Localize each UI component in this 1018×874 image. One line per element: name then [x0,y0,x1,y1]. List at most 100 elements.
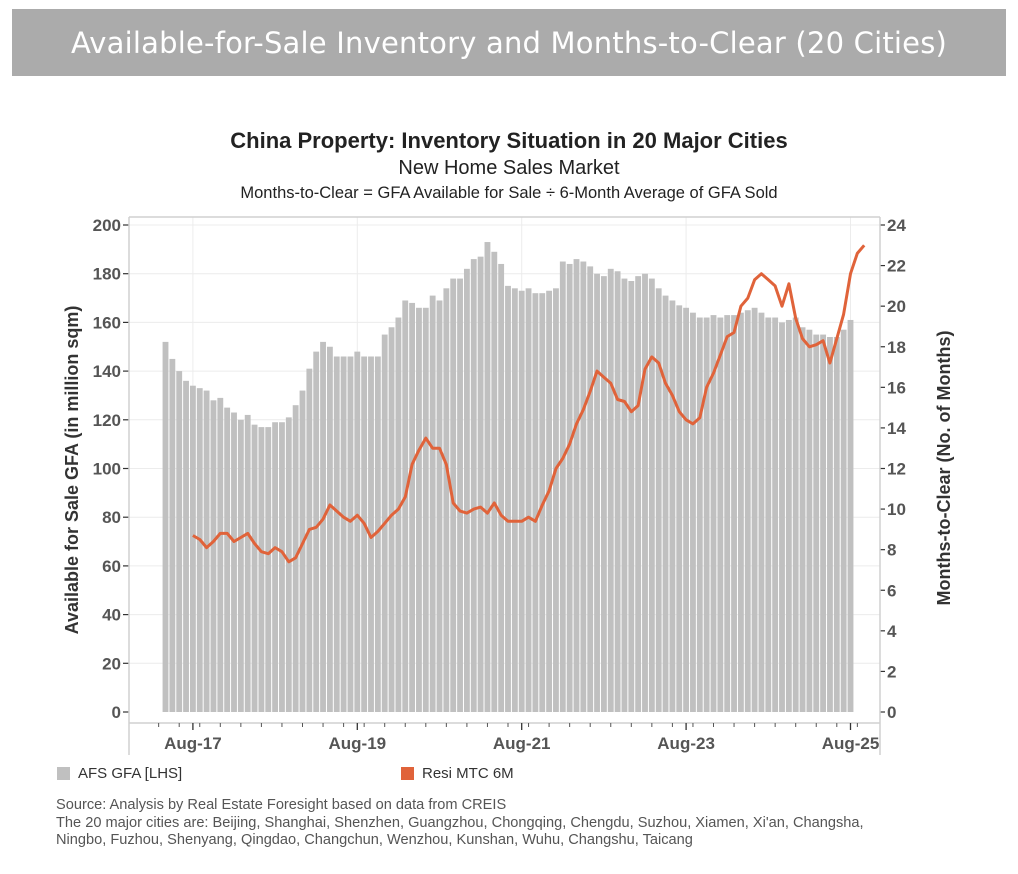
bar [361,356,368,712]
bar [587,266,594,712]
bar [511,288,518,712]
bar [374,356,381,712]
legend-item-afs-gfa: AFS GFA [LHS] [57,765,182,782]
bar [847,319,854,712]
bar [498,263,505,712]
bar [265,427,272,712]
bar [758,312,765,712]
bar [532,293,539,712]
bar [463,268,470,712]
x-tick-label: Aug-21 [493,734,551,753]
y2-tick-label: 16 [887,378,906,397]
bar [690,312,696,712]
y2-tick-label: 6 [887,581,896,600]
bar [566,263,573,712]
bar [827,337,833,712]
bar [491,251,498,712]
bar [251,424,258,712]
bar [580,261,587,712]
source-note: Source: Analysis by Real Estate Foresigh… [56,797,507,813]
bar [600,276,607,712]
x-tick-label: Aug-19 [328,734,386,753]
bar [744,310,751,712]
bar [553,288,559,712]
bar [505,285,511,712]
y-tick-label: 140 [93,362,121,381]
y2-tick-label: 8 [887,541,896,560]
bar [299,390,306,712]
bar [737,312,744,712]
y2-tick-label: 24 [887,216,906,235]
bar [642,273,648,712]
y-tick-label: 60 [102,557,121,576]
bar [333,356,340,712]
footer-notes: Source: Analysis by Real Estate Foresigh… [56,797,864,850]
bar [477,256,484,712]
legend-swatch-resi-mtc [401,767,414,780]
bar [799,327,806,712]
y2-tick-label: 18 [887,338,906,357]
y-tick-label: 200 [93,216,121,235]
bar [203,390,210,712]
bar [409,302,416,712]
bar [258,427,265,712]
bar [224,407,231,712]
y-tick-label: 0 [112,703,121,722]
bar [183,380,189,712]
bar [422,307,429,712]
y-tick-label: 100 [93,460,121,479]
bar [751,307,758,712]
bar [731,315,737,712]
bar [237,419,244,712]
bar [559,261,566,712]
bar [217,397,224,712]
bar [662,295,669,712]
bar [785,319,792,712]
bar [443,288,450,712]
legend-label-afs-gfa: AFS GFA [LHS] [78,765,183,782]
legend-swatch-afs-gfa [57,767,70,780]
chart-subtitle: New Home Sales Market [398,157,620,179]
bar [416,307,422,712]
bar [621,278,628,712]
y-tick-label: 80 [102,508,121,527]
y-axis-label: Available for Sale GFA (in million sqm) [62,306,82,635]
y-tick-label: 180 [93,265,121,284]
bar [470,259,477,712]
bar [518,290,525,712]
bar [196,388,203,712]
bar [388,327,395,712]
y2-tick-label: 2 [887,662,896,681]
bar [429,295,436,712]
bar [628,281,635,712]
line-resi-mtc [192,244,866,564]
bar [833,337,840,712]
bar [573,259,580,712]
bar [162,341,169,712]
bar [525,288,532,712]
legend-label-resi-mtc: Resi MTC 6M [422,765,514,782]
bar [272,422,279,712]
bar [285,417,292,712]
page-banner: Available-for-Sale Inventory and Months-… [12,9,1006,76]
bar [813,334,820,712]
bar [635,276,642,712]
bar-series-afs-gfa [162,242,854,713]
bar [210,400,217,712]
bar [696,317,703,712]
bar [724,315,731,712]
bar [820,334,827,712]
banner-title: Available-for-Sale Inventory and Months-… [70,25,948,60]
cities-note-line1: The 20 major cities are: Beijing, Shangh… [56,814,864,831]
bar [244,414,251,712]
x-tick-label: Aug-17 [164,734,222,753]
bar [840,329,847,712]
y-tick-label: 20 [102,654,121,673]
y-tick-label: 160 [93,313,121,332]
axes: 0204060801001201401601802000246810121416… [93,216,906,755]
bar [607,268,614,712]
bar [779,322,785,712]
bar [402,300,409,712]
y2-axis-label: Months-to-Clear (No. of Months) [934,331,954,606]
